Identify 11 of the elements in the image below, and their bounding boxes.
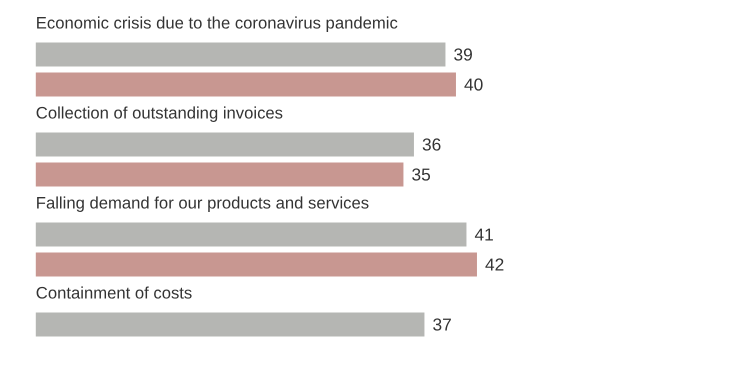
data-label: 42 — [484, 254, 504, 274]
y-tick-label: Collection of outstanding invoices — [36, 104, 284, 122]
data-label: 35 — [411, 164, 431, 184]
y-tick-label: Containment of costs — [36, 284, 192, 302]
data-label: 37 — [432, 314, 452, 334]
data-label: 40 — [464, 74, 484, 94]
y-tick-label: Economic crisis due to the coronavirus pandemic — [36, 14, 398, 32]
data-label: 39 — [453, 44, 473, 64]
data-label: 36 — [422, 134, 442, 154]
data-label: 41 — [474, 224, 494, 244]
y-tick-label: Falling demand for our products and services — [36, 194, 370, 212]
